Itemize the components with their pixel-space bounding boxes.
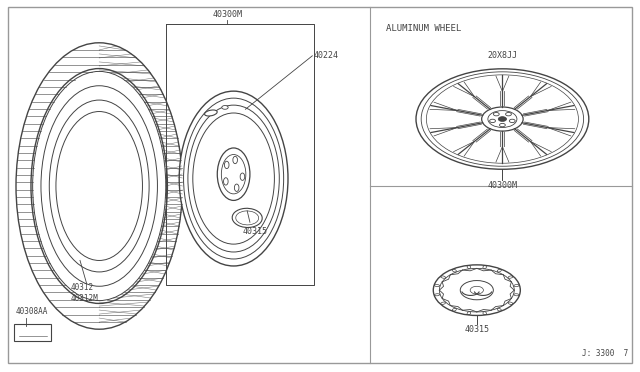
Circle shape [506,112,511,116]
Ellipse shape [223,178,228,185]
Text: 40300M: 40300M [212,10,242,19]
Ellipse shape [232,208,262,228]
Ellipse shape [225,161,229,169]
Text: J: 3300  7: J: 3300 7 [582,349,628,358]
Ellipse shape [233,156,237,164]
Text: 40315: 40315 [243,227,268,235]
Circle shape [433,265,520,315]
Ellipse shape [217,148,250,201]
Text: 40224: 40224 [314,51,339,60]
Ellipse shape [240,173,244,180]
Circle shape [490,119,495,123]
Text: 40308AA: 40308AA [16,307,49,316]
Circle shape [499,117,506,121]
Circle shape [416,69,589,169]
Circle shape [488,110,517,128]
FancyBboxPatch shape [14,324,51,341]
Text: 20X8JJ: 20X8JJ [488,51,517,60]
Text: ALUMINUM WHEEL: ALUMINUM WHEEL [386,24,461,33]
Circle shape [509,119,515,123]
Circle shape [482,107,523,131]
Ellipse shape [179,91,288,266]
Text: 40312
40312M: 40312 40312M [70,283,98,303]
Circle shape [499,124,506,127]
Circle shape [222,106,228,109]
Ellipse shape [234,184,239,192]
Text: 40300M: 40300M [488,181,517,190]
Circle shape [460,280,493,300]
Circle shape [493,112,499,116]
Ellipse shape [205,110,217,116]
Text: 40315: 40315 [464,325,490,334]
